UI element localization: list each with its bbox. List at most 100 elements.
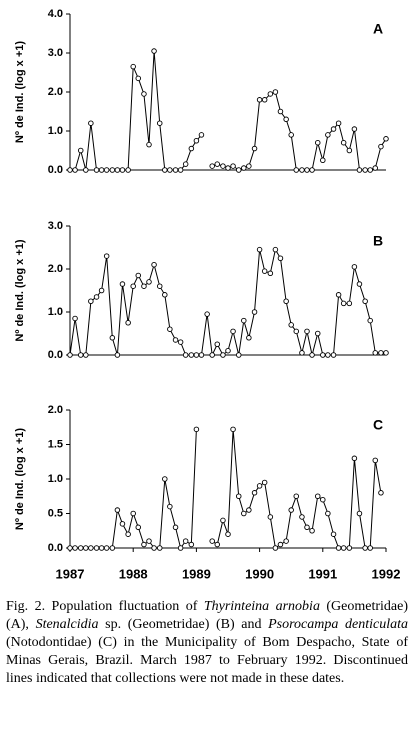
data-point (272, 246, 279, 253)
data-point (98, 167, 105, 173)
data-point (141, 91, 147, 97)
data-point (72, 315, 78, 322)
data-point (135, 75, 142, 82)
data-point (209, 538, 215, 544)
data-point (93, 167, 100, 173)
data-point (125, 320, 131, 326)
data-point (156, 283, 163, 289)
data-point (146, 538, 152, 544)
x-tick-label: 1987 (56, 566, 85, 581)
caption-text: (Geometridae) (A), (6, 599, 409, 632)
y-axis-label: Nº de Ind. (log x +1) (14, 41, 26, 143)
data-point (378, 143, 384, 150)
y-tick-label: 1.0 (48, 473, 63, 485)
data-point (372, 165, 379, 171)
data-point (93, 545, 100, 551)
data-point (346, 300, 353, 307)
data-point (261, 479, 268, 486)
data-point (267, 91, 274, 97)
data-point (67, 167, 73, 173)
y-tick-label: 0.0 (48, 164, 63, 176)
data-point (141, 541, 147, 548)
caption: Fig. 2. Population fluctuation of Thyrin… (6, 598, 408, 688)
data-point (299, 167, 305, 173)
y-tick-label: 3.0 (48, 47, 63, 59)
data-point (214, 341, 221, 348)
data-point (151, 261, 157, 268)
data-point (83, 352, 89, 358)
y-tick-label: 4.0 (48, 8, 63, 20)
data-point (351, 126, 358, 132)
data-point (335, 120, 342, 126)
data-point (340, 545, 347, 551)
data-point (267, 270, 274, 277)
data-point (214, 541, 221, 548)
data-point (330, 126, 337, 132)
data-point (309, 167, 315, 173)
data-point (88, 298, 94, 305)
data-point (304, 524, 310, 531)
data-point (177, 339, 184, 345)
data-point (383, 136, 389, 142)
data-point (304, 167, 310, 173)
data-point (367, 545, 373, 551)
data-point (146, 279, 152, 285)
data-point (309, 528, 315, 534)
y-tick-label: 3.0 (48, 220, 63, 232)
data-point (362, 545, 368, 551)
data-point (299, 514, 305, 520)
data-point (383, 350, 389, 356)
data-point (283, 298, 289, 305)
data-point (193, 137, 200, 144)
data-point (320, 157, 326, 163)
data-point (230, 328, 236, 335)
data-point (293, 167, 300, 173)
data-line (69, 248, 386, 357)
data-point (156, 545, 163, 551)
data-point (88, 545, 94, 551)
data-point (314, 493, 321, 500)
data-point (188, 352, 195, 358)
data-point (330, 531, 337, 537)
data-point (256, 483, 263, 489)
y-tick-label: 1.0 (48, 306, 63, 318)
data-point (109, 335, 116, 341)
data-point (114, 167, 121, 173)
panel-label: B (373, 233, 383, 249)
data-point (309, 352, 315, 358)
data-point (83, 167, 89, 173)
data-point (230, 163, 236, 169)
data-point (235, 167, 242, 173)
data-point (283, 116, 289, 123)
data-point (83, 545, 89, 551)
data-point (77, 147, 84, 154)
data-point (135, 524, 142, 531)
figure: 0.0 1.0 2.0 3.0 4.0 Nº de Ind. (log x +1) A 0.0… (14, 8, 401, 582)
data-point (320, 352, 326, 358)
data-point (256, 97, 263, 103)
data-point (356, 510, 363, 517)
data-point (162, 292, 168, 298)
y-tick-label: 0.5 (48, 507, 63, 519)
data-point (172, 337, 179, 343)
data-point (251, 490, 258, 496)
data-point (125, 167, 131, 173)
data-point (77, 352, 84, 358)
data-point (256, 246, 263, 253)
data-point (109, 545, 116, 551)
data-point (230, 426, 236, 433)
data-point (167, 503, 173, 510)
data-point (193, 426, 200, 433)
x-tick-label: 1989 (182, 566, 211, 581)
data-point (378, 350, 384, 356)
data-point (346, 147, 353, 154)
data-point (225, 531, 231, 537)
panel-label: C (373, 417, 383, 433)
data-point (119, 167, 126, 173)
data-point (167, 326, 173, 332)
data-point (320, 496, 326, 503)
data-point (288, 507, 294, 513)
data-point (277, 108, 284, 115)
data-point (351, 264, 358, 270)
data-point (119, 521, 126, 527)
